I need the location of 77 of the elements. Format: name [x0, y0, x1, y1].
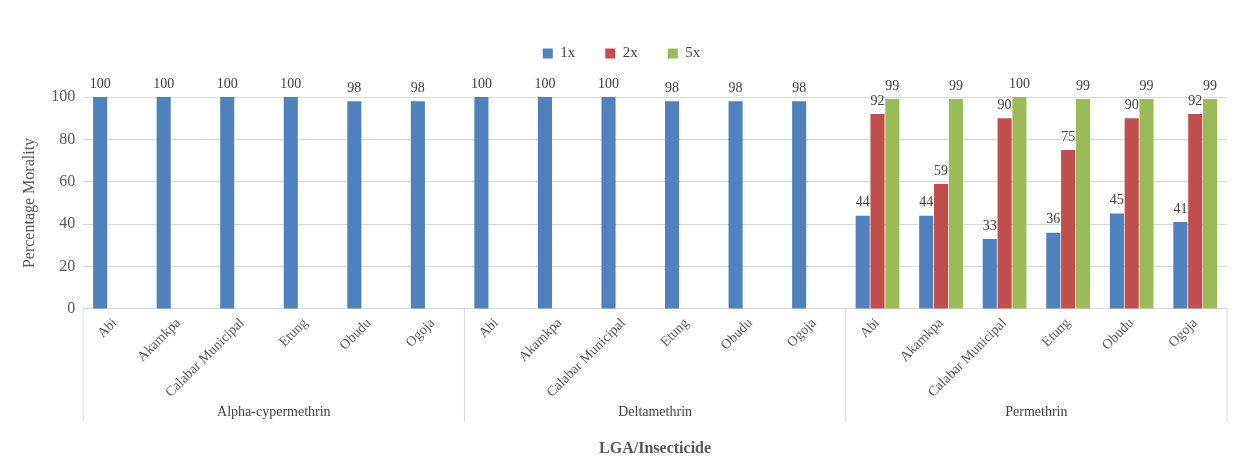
bar: [948, 99, 963, 309]
bar: [1203, 99, 1218, 309]
bar: [919, 215, 934, 309]
y-tick-label: 100: [51, 87, 76, 105]
data-label: 99: [885, 77, 900, 93]
data-label: 90: [997, 96, 1012, 112]
bar: [1012, 97, 1027, 309]
data-label: 99: [948, 77, 963, 93]
data-label: 33: [982, 217, 997, 233]
x-tick-label: Abi: [94, 314, 120, 341]
bar: [474, 97, 489, 309]
bar: [1124, 118, 1139, 309]
bar: [156, 97, 171, 309]
legend-label: 1x: [560, 44, 576, 61]
bar: [870, 113, 885, 309]
data-label: 99: [1139, 77, 1154, 93]
data-label: 92: [870, 92, 885, 108]
bar: [347, 101, 362, 309]
bar: [665, 101, 680, 309]
data-label: 100: [598, 75, 619, 91]
data-label: 41: [1173, 200, 1188, 216]
bar: [792, 101, 807, 309]
bar: [1109, 213, 1124, 309]
data-label: 92: [1188, 92, 1203, 108]
data-label: 98: [665, 79, 680, 95]
bar: [93, 97, 108, 309]
bar: [1188, 113, 1203, 309]
data-label: 100: [216, 75, 238, 91]
data-label: 98: [728, 79, 743, 95]
data-label: 99: [1075, 77, 1090, 93]
bar: [997, 118, 1012, 309]
data-label: 100: [534, 75, 556, 91]
legend-label: 5x: [685, 44, 701, 61]
y-tick-label: 60: [59, 171, 76, 189]
bar: [1046, 232, 1061, 309]
data-label: 100: [153, 75, 175, 91]
bar: [283, 97, 298, 309]
data-label: 100: [89, 75, 111, 91]
x-axis-title: LGA/Insecticide: [599, 438, 712, 456]
bar: [855, 215, 870, 309]
bar: [1139, 99, 1154, 309]
y-tick-label: 0: [67, 299, 76, 317]
data-label: 45: [1109, 192, 1124, 208]
text: Permethrin: [1005, 404, 1068, 419]
bar: [1061, 149, 1076, 309]
bar: [537, 97, 552, 309]
data-label: 44: [919, 194, 934, 210]
text: Alpha-cypermethrin: [217, 404, 331, 419]
data-label: 99: [1203, 77, 1218, 93]
text: Deltamethrin: [618, 404, 693, 419]
data-label: 90: [1124, 96, 1139, 112]
bar: [601, 97, 616, 309]
bar: [1075, 99, 1091, 309]
data-label: 100: [1008, 75, 1030, 91]
data-label: 100: [280, 75, 302, 91]
y-tick-label: 40: [59, 214, 76, 232]
data-label: 44: [855, 194, 870, 210]
bar: [410, 101, 425, 309]
bar: [728, 101, 743, 309]
bar: [934, 183, 949, 309]
data-label: 36: [1046, 211, 1061, 227]
bar: [885, 99, 900, 309]
bar: [1173, 222, 1188, 309]
y-tick-label: 80: [59, 129, 76, 147]
x-tick-label: Abi: [475, 314, 502, 341]
data-label: 98: [347, 79, 362, 95]
data-label: 59: [934, 162, 949, 178]
x-tick-label: Abi: [856, 314, 883, 341]
y-axis-title: Percentage Morality: [19, 137, 38, 269]
data-label: 98: [792, 79, 807, 95]
data-label: 98: [410, 79, 425, 95]
data-label: 75: [1061, 128, 1076, 144]
bar: [982, 239, 997, 309]
y-tick-label: 20: [59, 256, 76, 274]
bar: [220, 97, 235, 309]
data-label: 100: [470, 75, 492, 91]
legend-label: 2x: [622, 44, 639, 61]
